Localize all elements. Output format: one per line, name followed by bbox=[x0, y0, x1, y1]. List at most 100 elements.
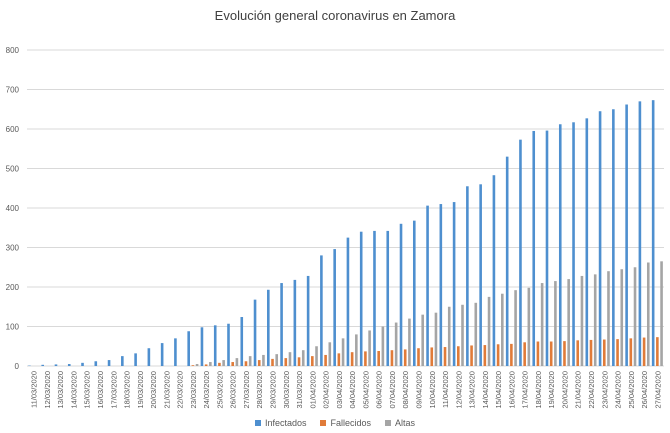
bar-fallecidos bbox=[589, 339, 593, 366]
bar-fallecidos bbox=[204, 364, 208, 366]
x-tick-label: 05/04/2020 bbox=[361, 371, 370, 409]
bar-infectados bbox=[426, 205, 429, 366]
bar-fallecidos bbox=[576, 340, 580, 366]
bar-fallecidos bbox=[443, 347, 447, 366]
x-tick-label: 19/04/2020 bbox=[547, 371, 556, 409]
bar-fallecidos bbox=[616, 339, 619, 366]
bar-infectados bbox=[213, 325, 217, 366]
bar-infectados bbox=[558, 124, 562, 366]
bar-infectados bbox=[346, 237, 350, 366]
legend-label-infectados: Infectados bbox=[264, 418, 307, 428]
bar-altas bbox=[580, 275, 584, 366]
bar-altas bbox=[209, 362, 212, 366]
bar-fallecidos bbox=[257, 360, 261, 366]
bar-infectados bbox=[585, 118, 589, 367]
x-tick-label: 18/03/2020 bbox=[123, 371, 132, 409]
x-tick-label: 07/04/2020 bbox=[388, 371, 397, 409]
bar-fallecidos bbox=[311, 356, 314, 366]
bar-fallecidos bbox=[337, 353, 341, 366]
bar-altas bbox=[222, 360, 225, 366]
bar-fallecidos bbox=[390, 350, 394, 366]
bar-fallecidos bbox=[629, 338, 633, 366]
bar-infectados bbox=[452, 202, 456, 366]
y-tick-label: 0 bbox=[15, 362, 20, 371]
x-tick-label: 31/03/2020 bbox=[295, 371, 304, 409]
bar-infectados bbox=[94, 361, 98, 366]
bar-altas bbox=[341, 338, 345, 366]
x-tick-label: 16/04/2020 bbox=[507, 371, 516, 409]
legend-item-fallecidos: Fallecidos bbox=[320, 418, 371, 428]
x-tick-label: 11/03/2020 bbox=[30, 371, 39, 408]
bar-altas bbox=[288, 352, 292, 366]
legend-label-altas: Altas bbox=[395, 418, 416, 428]
bar-fallecidos bbox=[536, 341, 540, 366]
bar-fallecidos bbox=[470, 345, 473, 366]
legend-item-altas: Altas bbox=[385, 418, 415, 428]
bar-fallecidos bbox=[191, 365, 195, 366]
bar-altas bbox=[593, 274, 597, 366]
bar-infectados bbox=[67, 364, 71, 366]
bar-altas bbox=[195, 364, 199, 366]
legend-swatch-fallecidos bbox=[320, 420, 327, 426]
x-tick-label: 20/04/2020 bbox=[560, 371, 569, 409]
x-tick-label: 26/04/2020 bbox=[640, 371, 649, 409]
x-tick-label: 06/04/2020 bbox=[375, 371, 384, 409]
x-tick-label: 27/04/2020 bbox=[653, 371, 662, 409]
bar-infectados bbox=[532, 130, 536, 366]
bar-fallecidos bbox=[244, 361, 248, 366]
bar-infectados bbox=[439, 204, 443, 366]
bar-altas bbox=[328, 342, 332, 366]
bar-infectados bbox=[479, 184, 482, 366]
bar-infectados bbox=[612, 109, 615, 366]
bar-fallecidos bbox=[218, 362, 221, 366]
y-tick-label: 700 bbox=[6, 86, 20, 95]
bar-altas bbox=[248, 356, 252, 366]
x-tick-label: 24/04/2020 bbox=[614, 371, 623, 409]
bar-infectados bbox=[412, 220, 416, 366]
bar-infectados bbox=[399, 223, 403, 366]
bar-altas bbox=[487, 296, 491, 366]
x-tick-label: 12/03/2020 bbox=[43, 371, 52, 409]
x-tick-label: 19/03/2020 bbox=[136, 371, 145, 409]
bar-infectados bbox=[187, 331, 190, 366]
bar-infectados bbox=[519, 139, 522, 366]
x-tick-label: 14/03/2020 bbox=[69, 371, 78, 409]
x-tick-label: 13/04/2020 bbox=[468, 371, 477, 409]
bar-infectados bbox=[174, 338, 177, 366]
x-tick-label: 17/04/2020 bbox=[521, 371, 530, 409]
bar-infectados bbox=[545, 130, 549, 366]
bar-altas bbox=[262, 354, 265, 366]
x-tick-label: 15/04/2020 bbox=[494, 371, 503, 409]
bar-altas bbox=[368, 330, 371, 366]
bar-fallecidos bbox=[496, 344, 500, 366]
x-tick-label: 29/03/2020 bbox=[269, 371, 278, 409]
bar-infectados bbox=[160, 343, 164, 366]
bar-infectados bbox=[253, 299, 257, 366]
bar-fallecidos bbox=[324, 354, 327, 366]
bar-infectados bbox=[333, 249, 336, 366]
bar-fallecidos bbox=[350, 352, 354, 366]
bar-fallecidos bbox=[284, 358, 288, 366]
bar-infectados bbox=[134, 353, 137, 366]
bar-infectados bbox=[598, 111, 602, 366]
x-tick-label: 08/04/2020 bbox=[401, 371, 410, 409]
bar-altas bbox=[633, 267, 637, 366]
x-tick-label: 20/03/2020 bbox=[149, 371, 158, 409]
x-tick-label: 12/04/2020 bbox=[454, 371, 463, 409]
bar-altas bbox=[474, 302, 478, 366]
bar-fallecidos bbox=[523, 342, 526, 366]
bar-infectados bbox=[492, 175, 496, 366]
bar-fallecidos bbox=[417, 348, 420, 366]
x-tick-label: 13/03/2020 bbox=[56, 371, 65, 409]
x-tick-label: 26/03/2020 bbox=[229, 371, 238, 409]
bar-altas bbox=[620, 269, 624, 366]
x-tick-label: 21/04/2020 bbox=[574, 371, 583, 409]
bar-altas bbox=[527, 287, 531, 366]
bar-altas bbox=[301, 350, 305, 366]
bar-altas bbox=[408, 318, 411, 366]
bar-infectados bbox=[267, 289, 270, 366]
bar-altas bbox=[394, 322, 398, 366]
x-tick-label: 09/04/2020 bbox=[414, 371, 423, 409]
